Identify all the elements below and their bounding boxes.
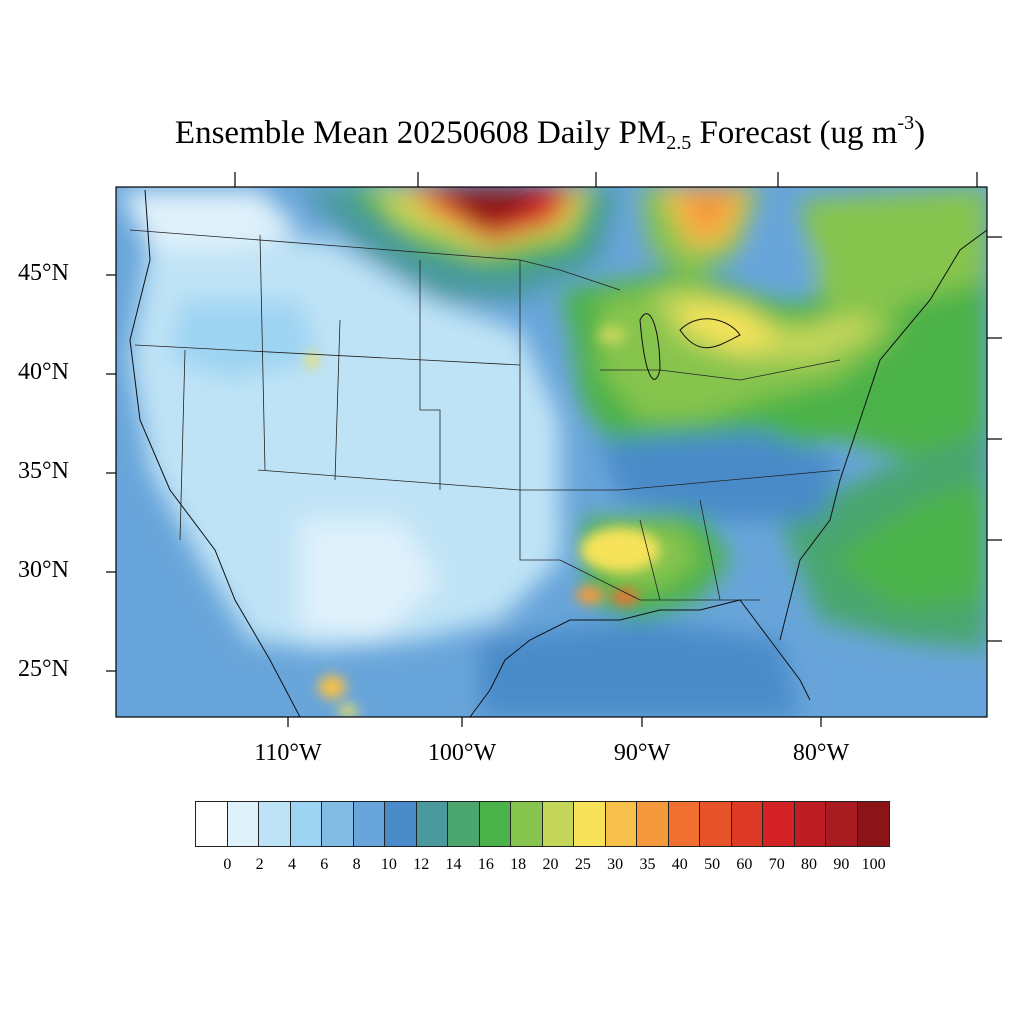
state-boundaries	[129, 229, 841, 601]
colorbar-swatch	[227, 802, 259, 846]
colorbar-swatch	[857, 802, 889, 846]
tick-marks	[106, 172, 1002, 727]
lat-label-30n: 30°N	[18, 557, 69, 583]
colorbar-swatch	[731, 802, 763, 846]
colorbar-swatch	[290, 802, 322, 846]
colorbar-swatch	[416, 802, 448, 846]
chart-title: Ensemble Mean 20250608 Daily PM2.5 Forec…	[0, 112, 1024, 155]
colorbar-swatch	[668, 802, 700, 846]
colorbar-tick-label: 30	[607, 856, 624, 873]
colorbar-tick-label: 20	[542, 856, 559, 873]
colorbar-tick-label: 60	[736, 856, 753, 873]
title-after: Forecast (ug m	[691, 115, 898, 151]
lat-label-25n: 25°N	[18, 656, 69, 682]
title-close: )	[914, 115, 926, 151]
colorbar-tick-label: 10	[380, 856, 397, 873]
colorbar-tick-label: 6	[320, 856, 329, 873]
colorbar-tick-label: 90	[833, 856, 850, 873]
colorbar-swatch	[574, 802, 606, 846]
colorbar-swatch	[196, 802, 228, 846]
lon-label-100w: 100°W	[427, 740, 497, 766]
lon-label-110w: 110°W	[254, 740, 322, 766]
title-superscript: -3	[897, 112, 915, 134]
colorbar-tick-label: 100	[861, 856, 886, 873]
colorbar-swatch	[511, 802, 543, 846]
colorbar-swatch	[322, 802, 354, 846]
lat-label-40n: 40°N	[18, 359, 69, 385]
colorbar-tick-label: 0	[223, 856, 232, 873]
title-subscript: 2.5	[666, 132, 692, 154]
colorbar-tick-label: 18	[510, 856, 527, 873]
colorbar-swatch	[542, 802, 574, 846]
colorbar-tick-label: 16	[477, 856, 494, 873]
colorbar-tick-label: 80	[801, 856, 818, 873]
colorbar	[195, 801, 890, 847]
colorbar-tick-label: 4	[287, 856, 296, 873]
colorbar-tick-label: 40	[671, 856, 688, 873]
colorbar-swatch	[763, 802, 795, 846]
colorbar-swatch	[385, 802, 417, 846]
colorbar-tick-label: 14	[445, 856, 462, 873]
colorbar-swatch	[794, 802, 826, 846]
colorbar-tick-label: 2	[255, 856, 264, 873]
lat-label-45n: 45°N	[18, 260, 69, 286]
colorbar-swatch	[605, 802, 637, 846]
colorbar-swatch	[637, 802, 669, 846]
colorbar-swatch	[700, 802, 732, 846]
title-main: Ensemble Mean 20250608 Daily PM	[174, 115, 667, 151]
lat-label-35n: 35°N	[18, 458, 69, 484]
colorbar-tick-label: 25	[574, 856, 591, 873]
colorbar-tick-label: 35	[639, 856, 656, 873]
colorbar-tick-label: 12	[413, 856, 430, 873]
colorbar-swatch	[353, 802, 385, 846]
colorbar-tick-label: 8	[352, 856, 361, 873]
colorbar-swatch	[259, 802, 291, 846]
colorbar-tick-label: 70	[768, 856, 785, 873]
lon-label-90w: 90°W	[613, 740, 671, 766]
concentration-field	[116, 187, 987, 717]
map-frame	[115, 186, 988, 718]
colorbar-swatch	[448, 802, 480, 846]
colorbar-tick-label: 50	[704, 856, 721, 873]
colorbar-swatch	[479, 802, 511, 846]
coastlines	[129, 189, 987, 717]
lon-label-80w: 80°W	[792, 740, 850, 766]
colorbar-swatch	[826, 802, 858, 846]
